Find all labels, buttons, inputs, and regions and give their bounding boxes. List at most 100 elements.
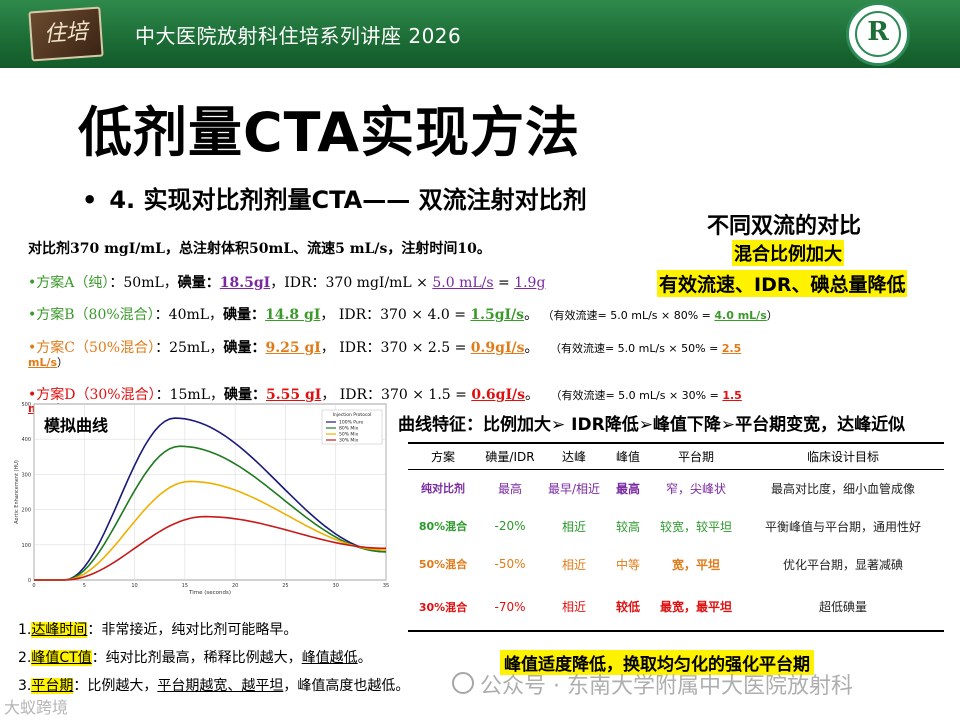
legend-box	[321, 409, 383, 445]
plan-c-iodine-label: 碘量：	[223, 340, 266, 356]
series-line	[34, 515, 386, 581]
enhancement-chart: 0 100 200 300 400 500 0 5 10 15 20 25 30 35 Time (seco…	[10, 398, 395, 610]
plan-b-tail: 。	[524, 307, 539, 323]
y-tick-label: 200	[21, 508, 31, 514]
plan-c-eff-formula: （有效流速= 5.0 mL/s × 50% =	[549, 342, 722, 355]
table-cell: 相近	[542, 583, 606, 632]
plan-a-line: •方案A（纯）：50mL，碘量：18.5gI，IDR：370 mgI/mL × …	[28, 272, 545, 292]
table-header-cell: 平台期	[650, 442, 742, 470]
note-key: 峰值CT值	[31, 650, 92, 666]
enhancement-chart-svg: 0 100 200 300 400 500 0 5 10 15 20 25 30 35 Time (seco…	[14, 402, 389, 596]
residency-logo: 住培	[28, 6, 104, 62]
x-axis-label: Time (seconds)	[188, 590, 231, 596]
table-cell: 相近	[561, 519, 586, 534]
series-line	[34, 480, 387, 581]
note-text: ：纯对比剂最高，稀释比例越大，	[91, 650, 302, 666]
note-number: 1.	[18, 622, 32, 638]
plan-b-name: •方案B（80%混合）	[28, 307, 155, 323]
plan-b-iodine: 14.8 gI	[265, 307, 321, 323]
legend-entry: 100% Pure	[339, 420, 364, 426]
mix-ratio-heading: 混合比例加大	[732, 240, 844, 266]
note-number: 3.	[18, 678, 32, 694]
comparison-heading: 不同双流的对比	[707, 214, 862, 239]
plan-b-idr-formula: ， IDR：370 × 4.0 =	[320, 307, 471, 323]
y-tick-label: 500	[21, 402, 31, 408]
table-cell: 较高	[615, 519, 640, 534]
plan-c-eff-unit: mL/s	[28, 356, 58, 369]
table-cell: 宽，平坦	[671, 557, 720, 572]
plan-c-tail: 。	[524, 340, 539, 356]
table-cell: 较低	[606, 583, 650, 632]
plan-c-eff-close: ）	[57, 356, 69, 369]
table-cell: 最宽，最平坦	[650, 583, 742, 632]
watermark: 公众号 · 东南大学附属中大医院放射科	[480, 674, 853, 699]
plan-b-eff-close: ）	[766, 309, 778, 322]
plan-b-line: •方案B（80%混合）：40mL，碘量：14.8 gI， IDR：370 × 4…	[28, 304, 778, 324]
plan-c-volume: ：25mL，	[155, 340, 224, 356]
intro-text: 对比剂370 mgI/mL，总注射体积50mL、流速5 mL/s，注射时间10。	[28, 241, 491, 257]
note-number: 2.	[18, 650, 32, 666]
table-row: 80%混合 -20% 相近 较高 较宽，较平坦 平衡峰值与平台期，通用性好	[408, 507, 944, 545]
plan-b-idr: 1.5gI/s	[470, 307, 525, 323]
plan-c-iodine: 9.25 gI	[265, 340, 321, 356]
note-key2: 峰值越低	[301, 650, 358, 666]
emblem-letter: R	[867, 17, 889, 47]
wechat-icon	[452, 672, 474, 694]
table-header-cell: 峰值	[606, 442, 650, 470]
table-cell: 较宽，较平坦	[659, 519, 732, 534]
plan-c-idr-formula: ， IDR：370 × 2.5 =	[320, 340, 471, 356]
plan-c-name: •方案C（50%混合）	[28, 340, 156, 356]
note-peak-ct: 2.峰值CT值：纯对比剂最高，稀释比例越大，峰值越低。	[18, 647, 372, 667]
plan-c-idr: 0.9gI/s	[470, 340, 525, 356]
table-cell: 超低碘量	[742, 583, 944, 632]
table-cell: 最高对比度，细小血管成像	[770, 481, 915, 496]
plan-a-iodine-label: 碘量：	[177, 275, 220, 291]
y-tick-label: 0	[28, 578, 31, 584]
x-tick-label: 0	[32, 583, 35, 589]
note-text: ：非常接近，纯对比剂可能略早。	[87, 622, 298, 638]
legend-entry: 30% Mix	[339, 438, 359, 444]
note-peak-time: 1.达峰时间：非常接近，纯对比剂可能略早。	[18, 619, 297, 639]
series-line	[34, 445, 387, 581]
table-cell: 优化平台期，显著减碘	[782, 557, 903, 572]
note-key: 平台期	[31, 678, 74, 694]
plan-d-iodine-label: 碘量：	[224, 387, 266, 403]
header-title: 中大医院放射科住培系列讲座 2026	[135, 24, 462, 48]
note-tail: ，峰值高度也越低。	[283, 678, 410, 694]
header-bar	[0, 0, 960, 68]
plan-d-idr: 0.6gI/s	[471, 387, 526, 403]
plan-d-tail: 。	[525, 387, 540, 403]
legend-entry: 50% Mix	[339, 432, 359, 438]
plan-a-volume: ：50mL，	[109, 275, 178, 291]
slide-title: 低剂量CTA实现方法	[78, 101, 581, 164]
plan-d-eff-formula: （有效流速= 5.0 mL/s × 30% =	[550, 389, 723, 402]
section-bullet: • 4. 实现对比剂剂量CTA—— 双流注射对比剂	[82, 180, 587, 215]
note-text: ：比例越大，	[73, 678, 158, 694]
table-header-cell: 达峰	[542, 442, 606, 470]
hospital-emblem: R	[846, 2, 910, 66]
note-key2: 平台期越宽、越平坦	[157, 678, 284, 694]
table-cell: 窄，尖峰状	[665, 481, 726, 496]
table-header-cell: 临床设计目标	[742, 442, 944, 470]
plan-d-idr-formula: ， IDR：370 × 1.5 =	[321, 387, 472, 403]
table-row: 30%混合 -70% 相近 较低 最宽，最平坦 超低碘量	[408, 583, 944, 632]
x-tick-label: 20	[232, 583, 238, 589]
plan-a-rate: 5.0 mL/s	[432, 275, 494, 291]
table-cell: 最高	[615, 481, 640, 496]
table-header-cell: 碘量/IDR	[478, 442, 542, 470]
x-tick-label: 10	[131, 583, 137, 589]
plan-a-iodine: 18.5gI	[219, 275, 271, 291]
plan-a-name: •方案A（纯）	[28, 275, 110, 291]
y-tick-label: 300	[21, 472, 31, 478]
plan-d-iodine: 5.55 gI	[266, 387, 322, 403]
series-line	[34, 417, 387, 581]
plan-d-effective-rate: （有效流速= 5.0 mL/s × 30% = 1.5	[543, 389, 741, 402]
plan-c-line: •方案C（50%混合）：25mL，碘量：9.25 gI， IDR：370 × 2…	[28, 337, 741, 357]
plan-d-eff-value: 1.5	[722, 389, 742, 402]
plan-b-effective-rate: （有效流速= 5.0 mL/s × 80% = 4.0 mL/s）	[543, 309, 778, 322]
curve-features-text: 曲线特征：比例加大➢ IDR降低➢峰值下降➢平台期变宽，达峰近似	[398, 415, 906, 435]
table-header-cell: 方案	[408, 442, 478, 470]
bullet-text: 4. 实现对比剂剂量CTA—— 双流注射对比剂	[109, 186, 587, 214]
table-row: 50%混合 -50% 相近 中等 宽，平坦 优化平台期，显著减碘	[408, 545, 944, 583]
note-key: 达峰时间	[31, 622, 88, 638]
